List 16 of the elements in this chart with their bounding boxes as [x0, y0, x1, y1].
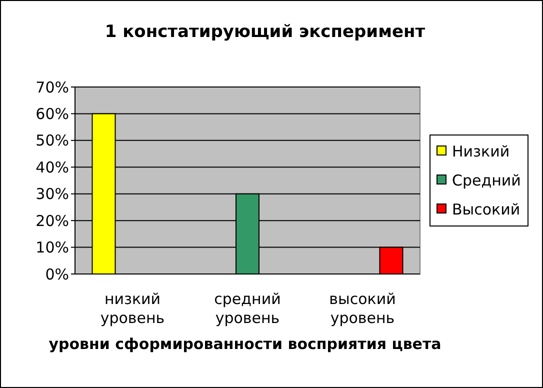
x-tick-label: низкий уровень: [100, 290, 165, 327]
y-tick-label: 30%: [36, 185, 69, 204]
x-tick-label: высокий уровень: [329, 290, 396, 327]
y-tick-label: 70%: [36, 78, 69, 96]
legend-label: Высокий: [452, 200, 520, 218]
x-tick-label: средний уровень: [214, 290, 281, 327]
y-tick-label: 50%: [36, 132, 69, 150]
legend-label: Средний: [452, 171, 521, 190]
legend-label: Низкий: [452, 142, 510, 160]
y-tick-label: 0%: [45, 265, 69, 284]
x-axis-title: уровни сформированности восприятия цвета: [48, 335, 442, 353]
y-tick-label: 40%: [36, 158, 69, 176]
chart-title: 1 констатирующий эксперимент: [104, 22, 426, 42]
y-tick-label: 10%: [36, 238, 69, 257]
y-tick-label: 20%: [36, 212, 69, 230]
y-tick-label: 60%: [36, 104, 69, 123]
